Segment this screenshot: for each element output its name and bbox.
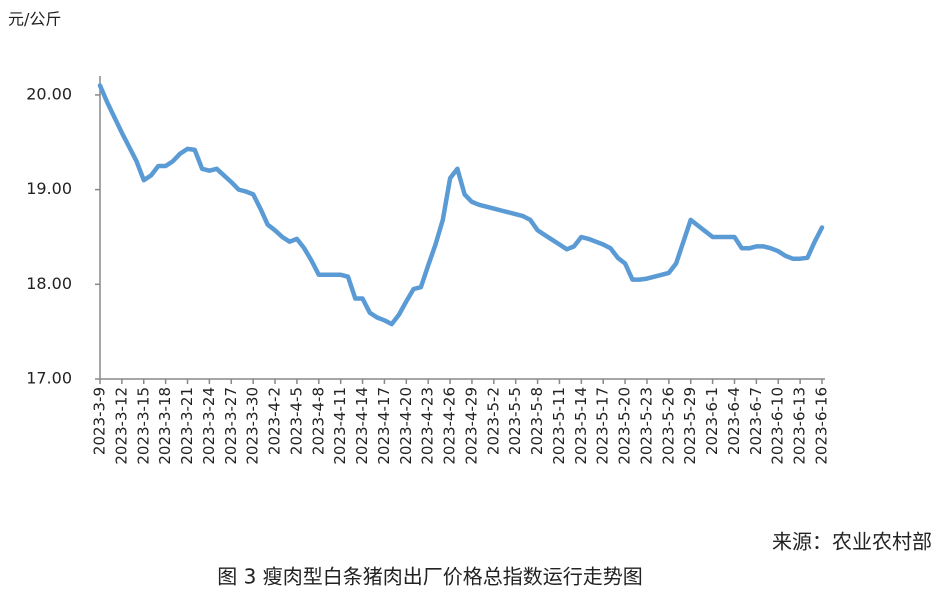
x-tick-label: 2023-4-8: [309, 387, 327, 455]
price-line: [97, 83, 825, 327]
x-tick-label: 2023-3-15: [134, 387, 152, 465]
x-tick-label: 2023-5-8: [528, 387, 546, 455]
x-tick-label: 2023-6-7: [747, 387, 765, 455]
x-tick-label: 2023-6-10: [769, 387, 787, 465]
x-tick-label: 2023-3-21: [178, 387, 196, 465]
x-tick-label: 2023-5-5: [506, 387, 524, 455]
x-tick-label: 2023-5-20: [616, 387, 634, 465]
x-tick-label: 2023-4-5: [287, 387, 305, 455]
x-tick-label: 2023-4-11: [331, 387, 349, 465]
x-tick-label: 2023-6-16: [813, 387, 831, 465]
x-tick-label: 2023-3-27: [222, 387, 240, 465]
x-tick-label: 2023-5-17: [594, 387, 612, 465]
x-tick-label: 2023-5-2: [484, 387, 502, 455]
x-tick-label: 2023-4-17: [375, 387, 393, 465]
y-tick-label: 17.00: [26, 369, 72, 388]
x-tick-label: 2023-4-26: [441, 387, 459, 465]
x-tick-label: 2023-4-14: [353, 387, 371, 465]
x-tick-label: 2023-5-11: [550, 387, 568, 465]
x-tick-label: 2023-3-24: [200, 387, 218, 465]
x-tick-label: 2023-4-23: [419, 387, 437, 465]
x-tick-label: 2023-5-23: [637, 387, 655, 465]
source-note: 来源：农业农村部: [772, 530, 932, 554]
caption: 图 3 瘦肉型白条猪肉出厂价格总指数运行走势图: [217, 565, 642, 589]
x-tick-label: 2023-4-2: [266, 387, 284, 455]
x-tick-label: 2023-3-12: [112, 387, 130, 465]
x-tick-label: 2023-6-13: [791, 387, 809, 465]
x-tick-label: 2023-5-14: [572, 387, 590, 465]
x-tick-label: 2023-5-29: [681, 387, 699, 465]
x-tick-label: 2023-3-9: [91, 387, 109, 455]
y-tick-label: 20.00: [26, 84, 72, 103]
x-tick-label: 2023-6-4: [725, 387, 743, 455]
x-tick-label: 2023-4-29: [462, 387, 480, 465]
x-tick-label: 2023-3-18: [156, 387, 174, 465]
y-tick-label: 18.00: [26, 274, 72, 293]
x-tick-label: 2023-4-20: [397, 387, 415, 465]
x-tick-label: 2023-3-30: [244, 387, 262, 465]
y-tick-label: 19.00: [26, 179, 72, 198]
x-tick-label: 2023-6-1: [703, 387, 721, 455]
y-axis-label: 元/公斤: [8, 10, 61, 29]
x-tick-label: 2023-5-26: [659, 387, 677, 465]
